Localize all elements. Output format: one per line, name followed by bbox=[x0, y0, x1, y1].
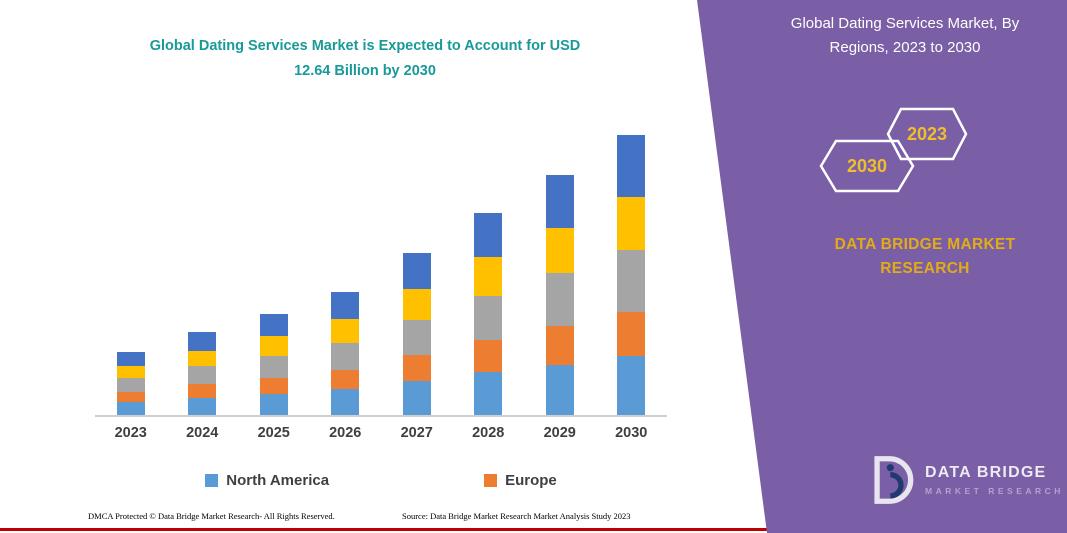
bar-segment bbox=[188, 384, 217, 398]
bar-cell bbox=[310, 292, 382, 415]
bar-segment bbox=[474, 257, 503, 296]
bar-segment bbox=[474, 212, 503, 258]
bar-cell bbox=[167, 332, 239, 415]
bar-segment bbox=[402, 355, 431, 382]
x-axis-label: 2027 bbox=[400, 425, 433, 441]
bar-segment bbox=[617, 196, 646, 250]
legend-swatch bbox=[205, 474, 219, 487]
bar-2027 bbox=[402, 253, 431, 415]
legend-item: Europe bbox=[484, 472, 557, 489]
bar-2028 bbox=[474, 212, 503, 415]
x-axis-label: 2029 bbox=[543, 425, 576, 441]
chart-legend: North America Europe bbox=[95, 472, 667, 489]
bar-2026 bbox=[331, 292, 360, 415]
bar-segment bbox=[545, 364, 574, 415]
bar-cell bbox=[596, 134, 668, 415]
brand-wordmark: DATA BRIDGE MARKET RESEARCH bbox=[770, 233, 1067, 281]
bar-2030 bbox=[617, 134, 646, 415]
bar-segment bbox=[402, 253, 431, 289]
bar-segment bbox=[617, 311, 646, 357]
brand-line2: RESEARCH bbox=[880, 260, 970, 278]
bar-segment bbox=[259, 393, 288, 415]
x-axis-label: 2028 bbox=[472, 425, 505, 441]
bar-segment bbox=[402, 319, 431, 356]
bar-cell bbox=[95, 351, 167, 415]
bar-segment bbox=[545, 326, 574, 365]
panel-heading: Global Dating Services Market, By Region… bbox=[745, 12, 1065, 60]
bar-segment bbox=[259, 314, 288, 337]
panel-heading-line1: Global Dating Services Market, By bbox=[790, 15, 1020, 32]
bars-row bbox=[95, 118, 667, 417]
brand-line1: DATA BRIDGE MARKET bbox=[834, 236, 1016, 253]
bar-segment bbox=[331, 342, 360, 370]
bar-segment bbox=[331, 319, 360, 343]
bar-segment bbox=[474, 340, 503, 373]
bar-2029 bbox=[545, 174, 574, 415]
bar-2023 bbox=[116, 351, 145, 415]
data-bridge-logo: DATA BRIDGE MARKET RESEARCH bbox=[870, 453, 1064, 507]
bar-segment bbox=[188, 366, 217, 385]
bar-segment bbox=[545, 174, 574, 228]
hexagon-2023-label: 2023 bbox=[907, 124, 947, 144]
x-axis-label: 2030 bbox=[615, 425, 648, 441]
bar-segment bbox=[116, 351, 145, 366]
bar-cell bbox=[381, 253, 453, 415]
bar-segment bbox=[402, 381, 431, 415]
panel-heading-line2: Regions, 2023 to 2030 bbox=[829, 39, 981, 56]
bar-segment bbox=[116, 365, 145, 378]
legend-label: North America bbox=[226, 472, 330, 489]
year-hexagons: 2030 2023 bbox=[819, 107, 968, 193]
bar-2024 bbox=[188, 332, 217, 415]
footer-dmca-text: DMCA Protected © Data Bridge Market Rese… bbox=[88, 511, 335, 521]
bar-cell bbox=[524, 174, 596, 415]
x-axis-label: 2023 bbox=[114, 425, 147, 441]
bar-segment bbox=[116, 391, 145, 402]
bar-cell bbox=[238, 314, 310, 415]
footer-source-text: Source: Data Bridge Market Research Mark… bbox=[402, 511, 631, 521]
bar-segment bbox=[402, 288, 431, 320]
stacked-bar-chart: 2023 2024 2025 2026 2027 2028 2029 2030 bbox=[95, 118, 667, 441]
bar-segment bbox=[259, 355, 288, 378]
red-divider-line bbox=[0, 528, 1067, 531]
logo-d-icon bbox=[874, 456, 914, 504]
logo-title: DATA BRIDGE bbox=[925, 464, 1047, 481]
bar-segment bbox=[617, 249, 646, 312]
bar-segment bbox=[617, 356, 646, 415]
bar-segment bbox=[331, 292, 360, 320]
bar-segment bbox=[188, 397, 217, 415]
bar-segment bbox=[331, 369, 360, 390]
bar-segment bbox=[259, 377, 288, 394]
hexagon-2030-label: 2030 bbox=[847, 156, 887, 176]
chart-title: Global Dating Services Market is Expecte… bbox=[55, 34, 675, 85]
x-axis-labels: 2023 2024 2025 2026 2027 2028 2029 2030 bbox=[95, 425, 667, 441]
logo-text: DATA BRIDGE MARKET RESEARCH bbox=[925, 464, 1064, 496]
bar-segment bbox=[188, 350, 217, 367]
bar-2025 bbox=[259, 314, 288, 415]
bar-segment bbox=[259, 336, 288, 356]
legend-swatch bbox=[484, 474, 498, 487]
bar-segment bbox=[331, 389, 360, 415]
hexagon-2030-shape bbox=[819, 139, 915, 193]
bar-segment bbox=[545, 227, 574, 274]
bar-segment bbox=[116, 377, 145, 392]
hexagon-2023-shape bbox=[886, 107, 968, 161]
chart-title-line1: Global Dating Services Market is Expecte… bbox=[149, 38, 581, 54]
x-axis-label: 2026 bbox=[329, 425, 362, 441]
bar-segment bbox=[474, 295, 503, 341]
bar-cell bbox=[453, 212, 525, 415]
logo-subtitle: MARKET RESEARCH bbox=[925, 486, 1064, 496]
bar-segment bbox=[474, 372, 503, 415]
legend-item: North America bbox=[205, 472, 329, 489]
x-axis-label: 2025 bbox=[257, 425, 290, 441]
legend-label: Europe bbox=[505, 472, 557, 489]
bar-segment bbox=[545, 273, 574, 327]
bar-segment bbox=[116, 401, 145, 415]
x-axis-label: 2024 bbox=[186, 425, 219, 441]
bar-segment bbox=[188, 332, 217, 351]
bar-segment bbox=[617, 134, 646, 197]
chart-title-line2: 12.64 Billion by 2030 bbox=[294, 63, 436, 80]
